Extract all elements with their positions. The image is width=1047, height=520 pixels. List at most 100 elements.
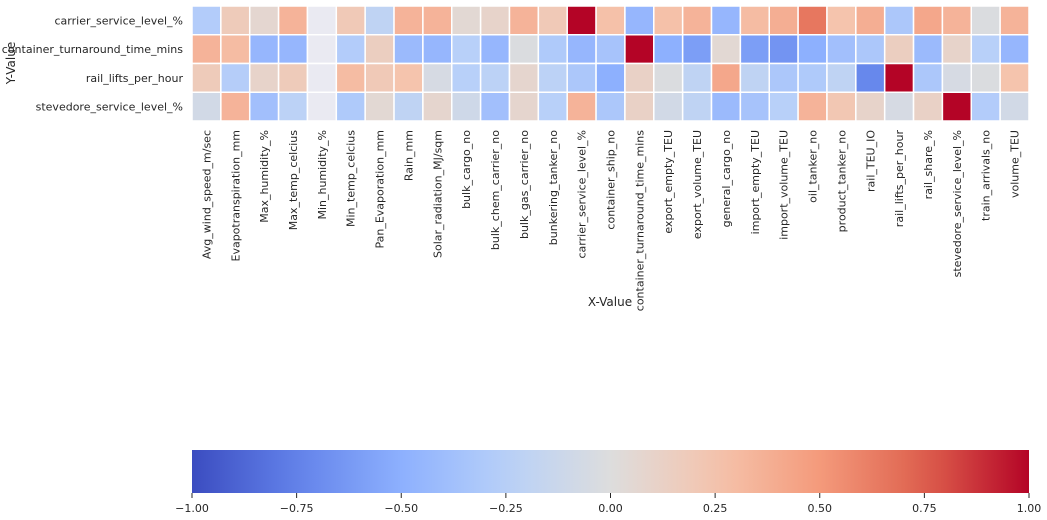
heatmap-cell [970,5,1001,36]
heatmap-cell [277,5,309,36]
colorbar-tick-label: 0.75 [912,502,937,515]
heatmap-cell [595,91,626,122]
heatmap-cell [999,91,1030,122]
heatmap-cells [191,5,1030,122]
heatmap-cell [653,5,684,36]
heatmap-cell [681,62,713,93]
heatmap-cell [277,91,309,122]
heatmap-cell [277,34,309,65]
heatmap-cell [248,62,280,93]
x-tick-label: container_ship_no [605,130,618,230]
heatmap-cell [883,34,915,65]
colorbar-tick-label: −0.25 [489,502,523,515]
x-tick-label: import_empty_TEU [749,130,762,234]
heatmap-cell [797,62,828,93]
heatmap-cell [335,62,366,93]
x-tick-label: Pan_Evaporation_mm [374,130,387,249]
colorbar-tick-label: −0.75 [280,502,314,515]
heatmap-cell [653,91,684,122]
x-tick-label: Rain_mm [402,130,415,181]
heatmap-cell [624,5,655,36]
heatmap-cell [883,91,915,122]
colorbar [192,450,1029,493]
heatmap-cell [191,5,222,36]
heatmap-cell [306,91,338,122]
heatmap-cell [653,62,684,93]
heatmap-cell [970,91,1001,122]
heatmap-cell [537,62,568,93]
heatmap-cell [220,34,251,65]
heatmap-cell [710,5,742,36]
heatmap-cell [191,62,222,93]
heatmap-cell [595,5,626,36]
x-tick-label: Avg_wind_speed_m/sec [200,130,213,259]
heatmap-cell [248,91,280,122]
heatmap-cell [191,34,222,65]
heatmap-cell [191,91,222,122]
heatmap-cell [826,34,857,65]
heatmap-cell [826,91,857,122]
x-tick-label: Min_temp_celcius [345,130,358,227]
heatmap-cell [855,91,886,122]
heatmap-cell [306,62,338,93]
x-tick-label: Max_humidity_% [258,130,271,223]
heatmap-cell [624,34,655,65]
heatmap-cell [768,62,799,93]
heatmap-cell [883,5,915,36]
heatmap-cell [393,62,424,93]
heatmap-cell [739,5,770,36]
heatmap-cell [797,5,828,36]
colorbar-ticks: −1.00 −0.75 −0.50 −0.25 0.00 0.25 0.50 0.75 1.00 [175,493,1041,515]
heatmap-cell [306,5,338,36]
heatmap-cell [248,34,280,65]
heatmap-cell [451,34,482,65]
heatmap-cell [364,91,395,122]
heatmap-cell [653,34,684,65]
heatmap-cell [681,34,713,65]
heatmap-cell [826,5,857,36]
heatmap-cell [220,62,251,93]
heatmap-cell [941,34,973,65]
heatmap-cell [537,5,568,36]
heatmap-cell [220,91,251,122]
heatmap-cell [710,34,742,65]
colorbar-tick-label: −1.00 [175,502,209,515]
x-tick-label: carrier_service_level_% [576,130,589,259]
x-tick-label: stevedore_service_level_% [951,130,964,277]
x-tick-label: product_tanker_no [835,130,848,233]
heatmap-cell [566,5,597,36]
heatmap-cell [912,34,944,65]
heatmap-cell [739,34,770,65]
heatmap-cell [999,5,1030,36]
heatmap-cell [883,62,915,93]
heatmap-cell [624,62,655,93]
heatmap-cell [335,5,366,36]
x-tick-label: container_turnaround_time_mins [633,130,646,311]
x-tick-label: import_volume_TEU [778,130,791,240]
y-tick-label: stevedore_service_level_% [36,101,183,114]
heatmap-cell [335,91,366,122]
heatmap-cell [941,91,973,122]
heatmap-cell [335,34,366,65]
colorbar-tick-label: 0.00 [598,502,623,515]
y-axis-label: Y-Value [4,42,18,86]
heatmap-cell [797,91,828,122]
y-tick-label: carrier_service_level_% [55,14,184,27]
heatmap-cell [912,5,944,36]
heatmap-cell [422,91,453,122]
x-tick-label: rail_lifts_per_hour [893,130,906,228]
heatmap-cell [393,91,424,122]
heatmap-cell [855,62,886,93]
heatmap-cell [624,91,655,122]
heatmap-cell [364,5,395,36]
heatmap-cell [479,34,511,65]
heatmap-cell [508,34,540,65]
heatmap-cell [797,34,828,65]
heatmap-cell [277,62,309,93]
x-tick-label: Evapotranspiration_mm [229,130,242,262]
x-tick-label: bulk_gas_carrier_no [518,130,531,239]
x-tick-label: volume_TEU [1009,130,1022,198]
heatmap-cell [739,62,770,93]
heatmap-cell [681,5,713,36]
heatmap-cell [566,91,597,122]
